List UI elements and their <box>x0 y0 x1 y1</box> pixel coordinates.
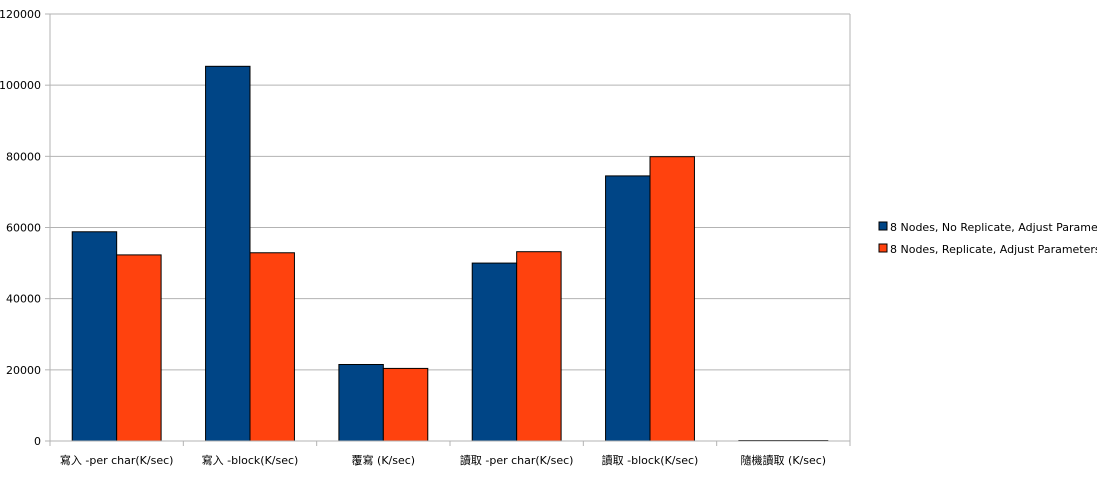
bar-series-2-category-2 <box>249 252 295 442</box>
y-tick-label: 80000 <box>6 150 41 163</box>
legend-swatch <box>878 243 888 253</box>
legend-label: 8 Nodes, Replicate, Adjust Parameters <box>890 243 1097 256</box>
bar-series-1-category-3 <box>338 363 384 442</box>
bar-series-1-category-4 <box>471 262 518 442</box>
legend-swatch <box>878 221 888 231</box>
bar-series-2-category-3 <box>382 367 429 442</box>
x-tick-label: 讀取 -block(K/sec) <box>602 453 699 467</box>
x-axis-tick-labels: 寫入 -per char(K/sec) 寫入 -block(K/sec) 覆寫 (K… <box>60 453 826 467</box>
y-tick-label: 100000 <box>0 79 41 92</box>
bars <box>71 65 829 442</box>
bar-series-1-category-1 <box>71 231 118 442</box>
legend-label: 8 Nodes, No Replicate, Adjust Parameters <box>890 221 1097 234</box>
gridlines <box>50 13 850 371</box>
y-tick-label: 40000 <box>6 293 41 306</box>
bar-series-2-category-5 <box>649 156 695 442</box>
x-tick-label: 讀取 -per char(K/sec) <box>460 453 574 467</box>
x-tick-label: 覆寫 (K/sec) <box>352 453 416 467</box>
y-tick-label: 0 <box>34 435 41 448</box>
x-tick-label: 寫入 -block(K/sec) <box>202 453 299 467</box>
bar-series-1-category-5 <box>605 175 651 442</box>
bar-series-2-category-4 <box>516 251 562 442</box>
y-axis-tick-labels: 0 20000 40000 60000 80000 100000 120000 <box>0 8 41 448</box>
y-tick-label: 20000 <box>6 364 41 377</box>
legend: 8 Nodes, No Replicate, Adjust Parameters… <box>878 221 1097 256</box>
y-tick-label: 60000 <box>6 222 41 235</box>
bar-series-2-category-1 <box>116 254 162 442</box>
y-tick-label: 120000 <box>0 8 41 21</box>
bar-series-1-category-2 <box>205 65 251 442</box>
x-tick-label: 寫入 -per char(K/sec) <box>60 453 174 467</box>
x-tick-label: 隨機讀取 (K/sec) <box>741 453 827 467</box>
axes <box>45 13 851 446</box>
